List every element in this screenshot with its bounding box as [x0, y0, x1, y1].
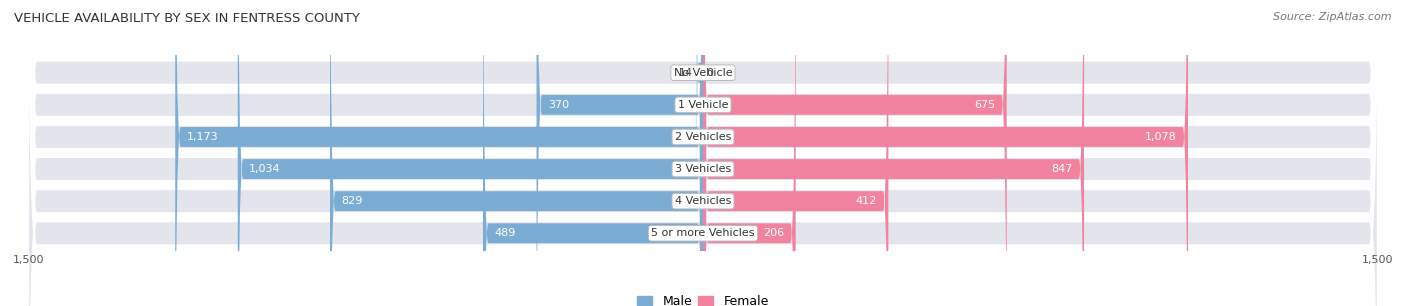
Text: 1 Vehicle: 1 Vehicle [678, 100, 728, 110]
Text: 1,078: 1,078 [1144, 132, 1177, 142]
Text: 412: 412 [856, 196, 877, 206]
Text: 675: 675 [974, 100, 995, 110]
FancyBboxPatch shape [176, 0, 703, 306]
Text: 847: 847 [1052, 164, 1073, 174]
Text: Source: ZipAtlas.com: Source: ZipAtlas.com [1274, 12, 1392, 22]
Text: 370: 370 [548, 100, 569, 110]
FancyBboxPatch shape [537, 0, 703, 306]
Text: 14: 14 [679, 68, 693, 78]
FancyBboxPatch shape [28, 0, 1378, 306]
Text: 3 Vehicles: 3 Vehicles [675, 164, 731, 174]
Text: 1,034: 1,034 [249, 164, 281, 174]
FancyBboxPatch shape [697, 0, 703, 198]
FancyBboxPatch shape [703, 0, 1084, 306]
Legend: Male, Female: Male, Female [633, 290, 773, 306]
Text: 5 or more Vehicles: 5 or more Vehicles [651, 228, 755, 238]
FancyBboxPatch shape [28, 0, 1378, 306]
Text: No Vehicle: No Vehicle [673, 68, 733, 78]
Text: 489: 489 [495, 228, 516, 238]
Text: VEHICLE AVAILABILITY BY SEX IN FENTRESS COUNTY: VEHICLE AVAILABILITY BY SEX IN FENTRESS … [14, 12, 360, 25]
Text: 4 Vehicles: 4 Vehicles [675, 196, 731, 206]
FancyBboxPatch shape [484, 0, 703, 306]
FancyBboxPatch shape [330, 0, 703, 306]
Text: 206: 206 [763, 228, 785, 238]
FancyBboxPatch shape [703, 0, 889, 306]
FancyBboxPatch shape [703, 0, 1007, 306]
Text: 1,173: 1,173 [187, 132, 218, 142]
FancyBboxPatch shape [703, 0, 796, 306]
FancyBboxPatch shape [28, 0, 1378, 306]
FancyBboxPatch shape [28, 0, 1378, 306]
Text: 829: 829 [342, 196, 363, 206]
Text: 0: 0 [707, 68, 714, 78]
FancyBboxPatch shape [28, 0, 1378, 306]
FancyBboxPatch shape [238, 0, 703, 306]
FancyBboxPatch shape [703, 0, 1188, 306]
Text: 2 Vehicles: 2 Vehicles [675, 132, 731, 142]
FancyBboxPatch shape [28, 0, 1378, 306]
